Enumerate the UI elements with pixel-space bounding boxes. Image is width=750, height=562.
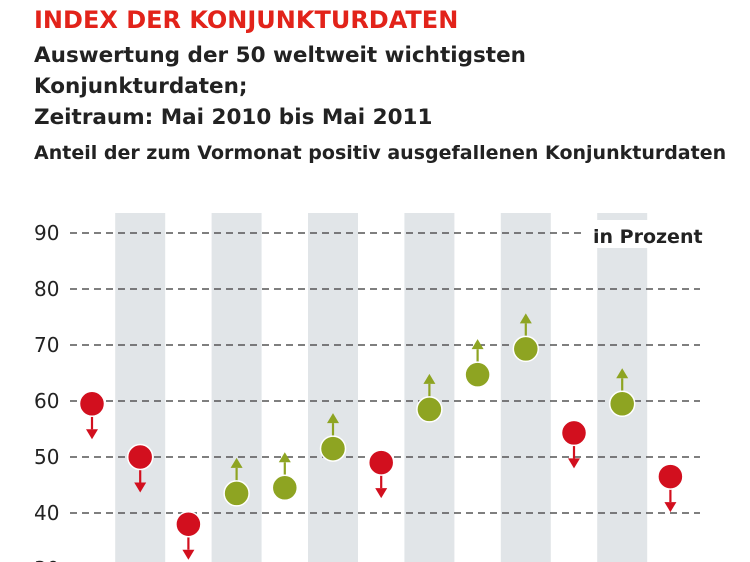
column-shade-6 <box>308 213 358 562</box>
data-point-8 <box>416 373 443 423</box>
data-point-2 <box>126 443 154 493</box>
unit-label-backing <box>586 220 702 248</box>
data-point-marker <box>367 449 395 476</box>
data-point-13 <box>657 463 684 513</box>
arrow-down-icon <box>182 549 195 560</box>
data-point-marker <box>657 463 684 490</box>
chart-subtitle-description: Auswertung der 50 weltweit wichtigsten K… <box>34 40 734 133</box>
subtitle-line-2: Zeitraum: Mai 2010 bis Mai 2011 <box>34 105 433 130</box>
data-point-marker <box>560 419 588 447</box>
data-point-marker <box>608 390 636 418</box>
data-point-marker <box>223 480 250 507</box>
data-point-1 <box>78 390 106 440</box>
arrow-down-icon <box>375 488 388 499</box>
data-point-6 <box>319 413 347 462</box>
data-point-4 <box>223 457 250 507</box>
arrow-down-icon <box>664 502 677 513</box>
data-point-marker <box>464 361 491 388</box>
column-shade-10 <box>500 213 551 562</box>
arrow-down-icon <box>86 429 98 440</box>
column-shading <box>115 213 648 562</box>
data-point-marker <box>271 474 299 502</box>
data-point-marker <box>512 335 540 363</box>
arrow-up-icon <box>230 457 243 468</box>
arrow-down-icon <box>568 458 580 469</box>
column-shade-2 <box>115 213 166 562</box>
data-point-10 <box>512 313 540 363</box>
subtitle-line-1: Auswertung der 50 weltweit wichtigsten K… <box>34 43 526 99</box>
y-tick-label-50: 50 <box>34 445 59 469</box>
arrow-up-icon <box>278 452 291 463</box>
chart-caption: Anteil der zum Vormonat positiv ausgefal… <box>34 142 727 164</box>
data-point-5 <box>271 452 299 502</box>
column-shade-4 <box>211 213 262 562</box>
data-point-marker <box>126 443 154 471</box>
y-tick-label-80: 80 <box>34 277 59 301</box>
data-point-11 <box>560 419 588 469</box>
y-tick-label-70: 70 <box>34 333 59 357</box>
data-point-12 <box>608 368 636 418</box>
y-tick-label-30: 30 <box>34 557 59 562</box>
data-point-marker <box>319 435 347 462</box>
data-point-marker <box>416 396 443 423</box>
y-tick-label-90: 90 <box>34 221 59 245</box>
unit-label: in Prozent <box>593 226 703 248</box>
data-point-7 <box>367 449 395 499</box>
data-markers <box>78 313 684 560</box>
data-point-3 <box>175 510 202 560</box>
arrow-up-icon <box>327 413 339 424</box>
arrow-down-icon <box>134 482 147 493</box>
arrow-up-icon <box>519 313 532 324</box>
data-point-9 <box>464 339 491 388</box>
y-axis-ticks: 90 80 70 60 50 40 30 <box>34 221 59 562</box>
arrow-up-icon <box>471 339 484 350</box>
chart-title: INDEX DER KONJUNKTURDATEN <box>34 6 459 34</box>
y-tick-label-60: 60 <box>34 389 59 413</box>
arrow-up-icon <box>423 373 436 384</box>
data-point-marker <box>175 510 202 538</box>
y-tick-label-40: 40 <box>34 501 59 525</box>
data-point-marker <box>78 390 106 418</box>
arrow-up-icon <box>616 368 629 379</box>
